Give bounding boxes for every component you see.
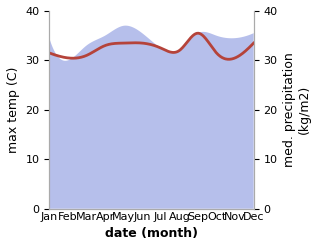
- Y-axis label: med. precipitation
(kg/m2): med. precipitation (kg/m2): [283, 52, 311, 167]
- X-axis label: date (month): date (month): [105, 227, 198, 240]
- Y-axis label: max temp (C): max temp (C): [7, 67, 20, 153]
